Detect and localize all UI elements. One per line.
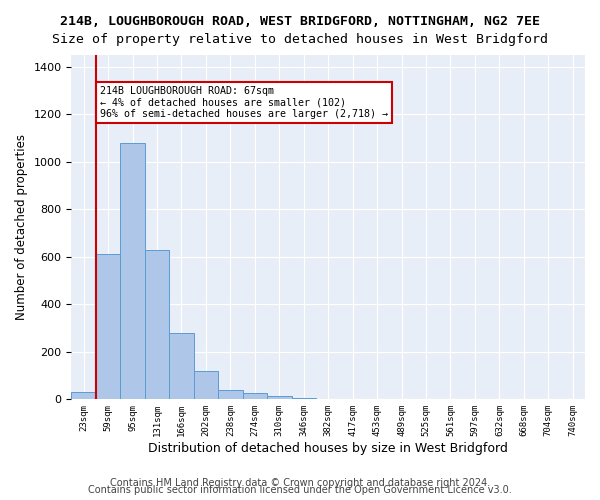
Text: Contains public sector information licensed under the Open Government Licence v3: Contains public sector information licen… xyxy=(88,485,512,495)
Bar xyxy=(71,392,96,400)
Bar xyxy=(242,394,267,400)
Bar xyxy=(169,333,194,400)
Bar xyxy=(218,390,242,400)
Text: 214B, LOUGHBOROUGH ROAD, WEST BRIDGFORD, NOTTINGHAM, NG2 7EE: 214B, LOUGHBOROUGH ROAD, WEST BRIDGFORD,… xyxy=(60,15,540,28)
Bar xyxy=(267,396,292,400)
X-axis label: Distribution of detached houses by size in West Bridgford: Distribution of detached houses by size … xyxy=(148,442,508,455)
Bar xyxy=(194,371,218,400)
Text: 214B LOUGHBOROUGH ROAD: 67sqm
← 4% of detached houses are smaller (102)
96% of s: 214B LOUGHBOROUGH ROAD: 67sqm ← 4% of de… xyxy=(100,86,388,119)
Text: Contains HM Land Registry data © Crown copyright and database right 2024.: Contains HM Land Registry data © Crown c… xyxy=(110,478,490,488)
Bar xyxy=(292,398,316,400)
Text: Size of property relative to detached houses in West Bridgford: Size of property relative to detached ho… xyxy=(52,32,548,46)
Bar xyxy=(145,250,169,400)
Bar xyxy=(96,254,121,400)
Y-axis label: Number of detached properties: Number of detached properties xyxy=(15,134,28,320)
Bar xyxy=(121,143,145,400)
